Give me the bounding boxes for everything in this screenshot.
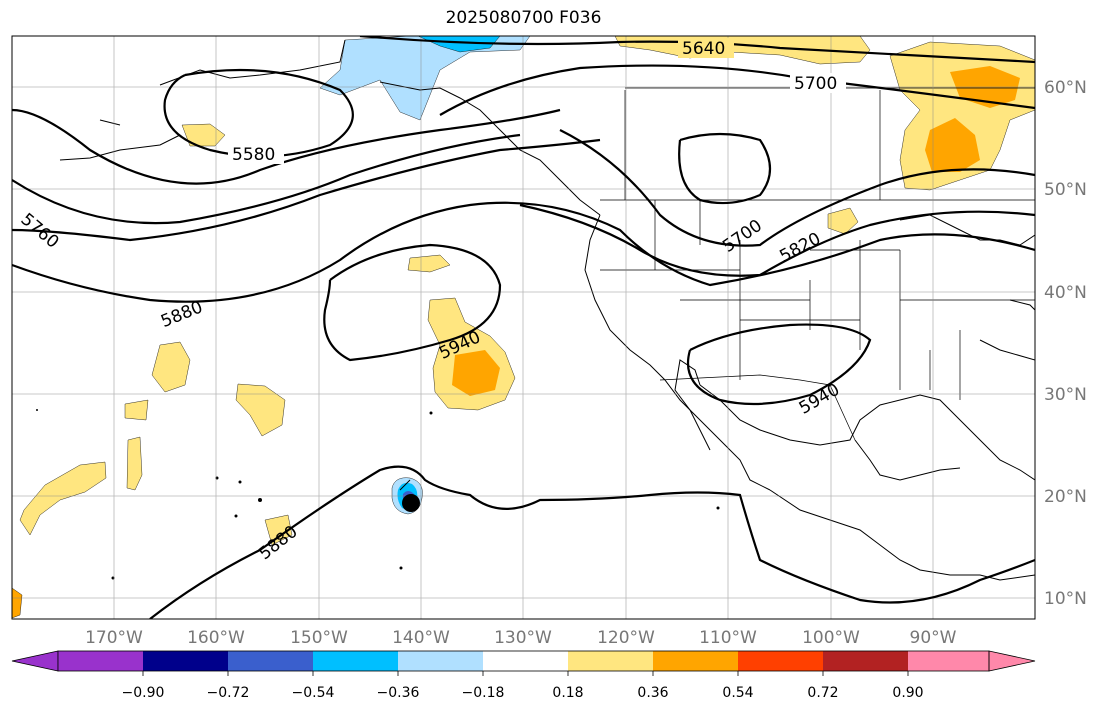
positive-anomaly-northeast-core-2: [925, 118, 980, 172]
lat-label: 60°N: [1044, 78, 1087, 98]
positive-anomaly-small-6: [126, 436, 143, 491]
positive-anomaly-small-7: [19, 461, 107, 536]
lon-label: 170°W: [85, 628, 143, 648]
contour-5760: [12, 108, 561, 185]
map-title: 2025080700 F036: [445, 8, 602, 28]
contour-label: 5940: [796, 380, 843, 419]
colorbar-bin: [483, 651, 568, 671]
colorbar-bin: [143, 651, 228, 671]
colorbar-tick: 0.36: [637, 685, 668, 701]
colorbar-bin: [738, 651, 823, 671]
contour-5880-south: [149, 465, 1035, 619]
colorbar-bin: [398, 651, 483, 671]
colorbar-bin: [908, 651, 989, 671]
colorbar-bin: [228, 651, 313, 671]
positive-anomaly-small-4: [235, 383, 286, 437]
positive-anomaly-central-core: [452, 350, 500, 396]
negative-anomaly-area: [319, 36, 531, 121]
lon-label: 130°W: [494, 628, 552, 648]
contour-label: 5580: [232, 145, 275, 165]
positive-anomaly-small-10: [12, 587, 23, 619]
contour-label: 5640: [682, 39, 725, 59]
positive-anomaly-small-3: [151, 341, 191, 393]
negative-anomaly-core: [417, 36, 501, 53]
lat-label: 50°N: [1044, 180, 1087, 200]
lat-label: 30°N: [1044, 385, 1087, 405]
colorbar-tick: −0.90: [122, 685, 165, 701]
lat-label: 10°N: [1044, 589, 1087, 609]
colorbar-tick: −0.36: [377, 685, 420, 701]
colorbar-tick: 0.54: [722, 685, 753, 701]
longitude-labels: 170°W 160°W 150°W 140°W 130°W 120°W 110°…: [85, 628, 957, 648]
positive-anomaly-small-2: [181, 123, 226, 147]
colorbar-tick: 0.90: [892, 685, 923, 701]
height-contours: [12, 36, 1035, 619]
gridlines: [12, 36, 1035, 619]
lon-label: 90°W: [910, 628, 957, 648]
colorbar-tick: −0.18: [462, 685, 505, 701]
lon-label: 150°W: [290, 628, 348, 648]
lon-label: 140°W: [392, 628, 450, 648]
colorbar-tick: −0.54: [292, 685, 335, 701]
islands: [36, 409, 720, 580]
contour-5700-closed: [678, 132, 772, 205]
lat-label: 20°N: [1044, 487, 1087, 507]
colorbar-tick: −0.72: [207, 685, 250, 701]
colorbar-bin: [568, 651, 653, 671]
colorbar-bin: [823, 651, 908, 671]
positive-anomaly-small-1: [407, 254, 451, 273]
contour-5940-west: [323, 243, 502, 362]
contour-5820: [519, 203, 1035, 277]
lon-label: 160°W: [187, 628, 245, 648]
political-borders: [600, 87, 1035, 441]
colorbar-bin: [313, 651, 398, 671]
lon-label: 110°W: [699, 628, 757, 648]
colorbar: −0.90 −0.72 −0.54 −0.36 −0.18 0.18 0.36 …: [11, 650, 1036, 701]
contour-5880-north: [12, 201, 1035, 303]
colorbar-right-arrow: [988, 650, 1036, 672]
colorbar-bin: [58, 651, 143, 671]
contour-5580: [163, 68, 354, 158]
contour-5700-central: [559, 129, 1035, 247]
contour-line-b: [12, 133, 521, 225]
contour-5940-east: [686, 323, 872, 406]
coastlines: [59, 39, 1035, 581]
colorbar-tick: 0.18: [552, 685, 583, 701]
contour-label: 5700: [719, 216, 766, 257]
lon-label: 120°W: [597, 628, 655, 648]
colorbar-left-arrow: [11, 650, 59, 672]
positive-anomaly-small-8: [264, 514, 293, 546]
positive-anomaly-small-9: [827, 207, 859, 235]
contour-line-a: [12, 138, 601, 242]
storm-center-marker: [402, 494, 420, 512]
colorbar-bin: [653, 651, 738, 671]
contour-5700-north: [439, 64, 1035, 116]
lat-label: 40°N: [1044, 283, 1087, 303]
positive-anomaly-small-5: [124, 399, 149, 421]
contour-label: 5700: [794, 74, 837, 94]
map-frame: [11, 35, 1036, 620]
lon-label: 100°W: [802, 628, 860, 648]
latitude-labels: 60°N 50°N 40°N 30°N 20°N 10°N: [1044, 78, 1087, 609]
colorbar-tick: 0.72: [807, 685, 838, 701]
